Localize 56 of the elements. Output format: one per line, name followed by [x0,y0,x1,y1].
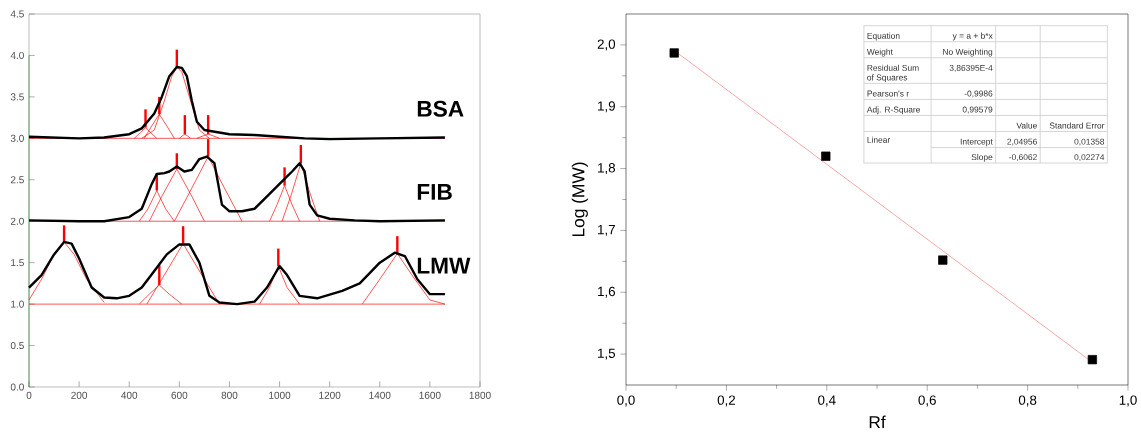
x-tick-label: 1400 [369,391,391,399]
y-tick-label: 1.0 [11,300,24,308]
annotation: 0,01358 [1074,138,1105,146]
annotation: 2,04956 [1007,138,1037,146]
x-tick-label: 0,0 [617,395,635,407]
annotation: Weight [866,48,893,57]
series-label: BSA [417,100,464,117]
annotation: Pearson's r [867,90,909,97]
series-label: LMW [417,257,471,274]
y-tick-label: 0.0 [10,383,24,391]
y-tick-label: 2.0 [10,217,24,225]
series-label: FIB [417,184,452,200]
x-tick-label: 0 [26,391,32,399]
annotation: -0,6062 [1009,154,1037,162]
y-tick-label: 1,7 [598,224,615,236]
annotation: Adj. R-Square [866,106,921,115]
annotation: Residual Sum of Squares [867,64,919,83]
x-tick-label: 1,0 [1119,395,1137,407]
y-tick-label: 3.5 [10,93,24,101]
y-tick-label: 1,9 [598,101,615,113]
x-tick-label: 0,4 [818,395,836,407]
y-tick-label: 2.5 [10,176,24,184]
x-tick-label: 0,2 [717,395,736,407]
annotation: Slope [971,153,993,162]
x-axis-title: Rf [869,415,886,429]
annotation: 0,02274 [1074,154,1105,162]
annotation: Equation [867,32,900,41]
annotation: 0,99579 [962,106,993,114]
x-tick-label: 1600 [419,391,441,399]
y-tick-label: 1.5 [11,259,24,267]
y-tick-label: 3.0 [10,134,24,142]
y-tick-label: 0.5 [10,342,24,350]
y-tick-label: 1,8 [598,163,616,175]
y-tick-label: 4.0 [10,51,24,59]
x-tick-label: 0,6 [918,395,936,407]
x-tick-label: 0,8 [1018,395,1037,407]
annotation: -0,9986 [964,90,993,98]
annotation: Intercept [960,138,993,147]
y-axis-title: Log (MW) [571,162,588,237]
x-tick-label: 1800 [469,391,491,399]
x-tick-label: 600 [171,391,188,399]
x-tick-label: 1200 [319,391,341,399]
x-tick-label: 1000 [269,391,291,399]
x-tick-label: 400 [121,391,138,399]
annotation: No Weighting [943,48,993,57]
x-tick-label: 800 [221,391,238,399]
annotation: Value [1016,122,1037,129]
y-tick-label: 4.5 [10,10,24,18]
annotation: 3,86395E-4 [949,64,993,72]
annotation: y = a + b*x [952,32,993,41]
y-tick-label: 1,6 [598,286,616,298]
x-tick-label: 200 [71,391,88,399]
annotation: Standard Error [1049,122,1105,129]
y-tick-label: 1,5 [598,348,616,360]
annotation: Linear [867,136,891,143]
y-tick-label: 2,0 [597,39,616,51]
